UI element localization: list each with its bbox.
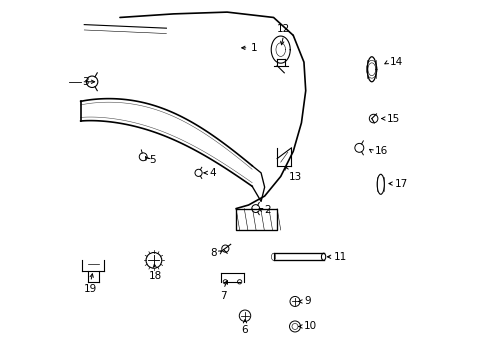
Text: 6: 6 [242, 325, 248, 336]
Text: 16: 16 [374, 147, 388, 157]
Text: 19: 19 [84, 284, 98, 294]
Text: 5: 5 [149, 156, 156, 165]
Text: 12: 12 [277, 23, 290, 33]
Text: 1: 1 [250, 43, 257, 53]
Text: 4: 4 [209, 168, 216, 178]
Text: 13: 13 [289, 172, 302, 182]
Text: 15: 15 [387, 113, 400, 123]
Text: 17: 17 [395, 179, 408, 189]
Text: 8: 8 [210, 248, 217, 258]
Text: 10: 10 [304, 321, 317, 332]
Text: 9: 9 [304, 296, 311, 306]
Text: 18: 18 [148, 271, 162, 281]
Text: 2: 2 [265, 205, 271, 215]
Text: 14: 14 [390, 57, 403, 67]
Text: 7: 7 [220, 291, 227, 301]
Text: 11: 11 [334, 252, 347, 262]
Text: 3: 3 [82, 77, 89, 87]
